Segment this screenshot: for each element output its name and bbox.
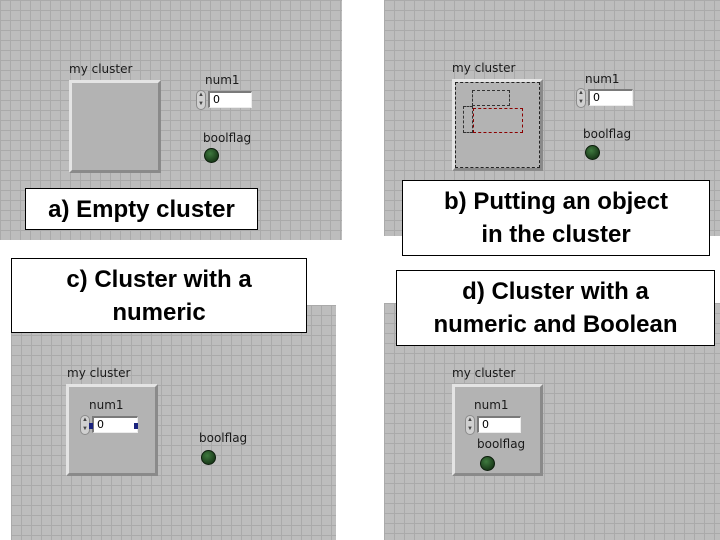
boolean-label: boolflag [583,127,632,141]
drag-outline-label [472,90,510,106]
cluster-label: my cluster [452,366,516,380]
numeric-label: num1 [89,398,124,412]
numeric-input[interactable]: 0 [208,91,252,108]
cluster-label: my cluster [67,366,131,380]
numeric-label: num1 [474,398,509,412]
front-panel-c [11,305,336,540]
caption-d: d) Cluster with a numeric and Boolean [396,270,715,346]
cluster-label: my cluster [69,62,133,76]
numeric-label: num1 [205,73,240,87]
led-indicator-icon[interactable] [480,456,495,471]
caption-line: c) Cluster with a [66,265,252,293]
cluster-container[interactable] [452,384,543,476]
cluster-container[interactable] [69,80,161,173]
drag-outline-control [463,106,473,133]
caption-b: b) Putting an object in the cluster [402,180,710,256]
drag-outline-field [473,108,523,133]
numeric-control[interactable]: ▲ ▼ 0 [576,88,634,108]
boolean-label: boolflag [477,437,526,451]
spinner-icon[interactable]: ▲ ▼ [576,88,586,108]
selection-handle[interactable] [134,423,138,429]
caption-a: a) Empty cluster [25,188,258,230]
caption-line: numeric [112,298,206,326]
selection-marquee [455,82,540,168]
numeric-input[interactable]: 0 [477,416,521,433]
spinner-icon[interactable]: ▲ ▼ [465,415,475,435]
caption-line: in the cluster [481,221,631,248]
boolean-label: boolflag [199,431,248,445]
led-indicator-icon[interactable] [204,148,219,163]
led-indicator-icon[interactable] [201,450,216,465]
cluster-label: my cluster [452,61,516,75]
caption-line: d) Cluster with a [462,278,649,305]
caption-line: b) Putting an object [444,188,668,215]
numeric-control[interactable]: ▲ ▼ 0 [196,90,254,110]
led-indicator-icon[interactable] [585,145,600,160]
numeric-control[interactable]: ▲ ▼ 0 [465,415,522,435]
spinner-icon[interactable]: ▲ ▼ [196,90,206,110]
numeric-input[interactable]: 0 [588,89,633,106]
numeric-label: num1 [585,72,620,86]
cluster-container[interactable] [452,79,543,171]
boolean-label: boolflag [203,131,252,145]
selection-handle[interactable] [89,423,93,429]
caption-line: numeric and Boolean [433,311,678,338]
caption-c: c) Cluster with a numeric [11,258,307,333]
numeric-input[interactable]: 0 [92,416,138,433]
